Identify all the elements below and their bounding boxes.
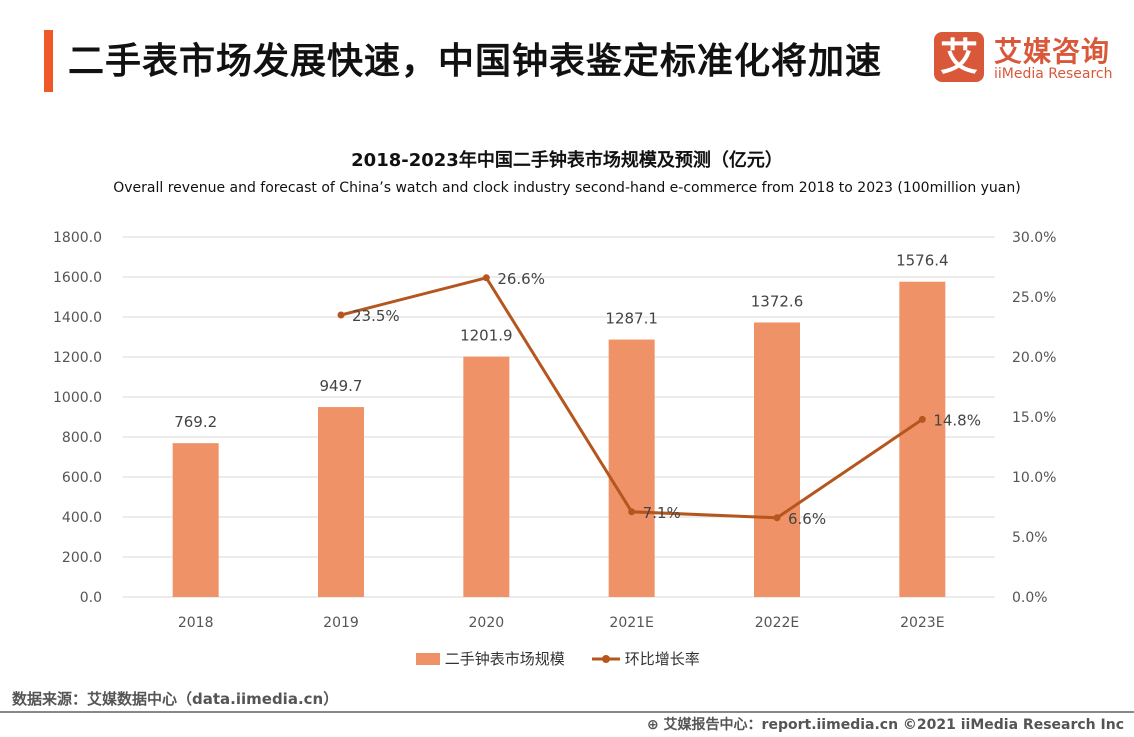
legend-line-swatch xyxy=(592,655,620,663)
x-tick: 2021E xyxy=(609,615,653,631)
line-point xyxy=(773,514,781,522)
y-left-tick: 600.0 xyxy=(62,470,102,486)
y-right-tick: 20.0% xyxy=(1012,350,1056,366)
legend-line-label: 环比增长率 xyxy=(624,650,700,668)
line-point xyxy=(482,274,490,282)
y-right-tick: 5.0% xyxy=(1012,530,1048,546)
y-left-tick: 800.0 xyxy=(62,430,102,446)
line-label: 14.8% xyxy=(933,411,981,429)
y-right-tick: 10.0% xyxy=(1012,470,1056,486)
bar-label: 1201.9 xyxy=(460,327,513,345)
line-point xyxy=(918,415,926,423)
bar-label: 949.7 xyxy=(320,377,363,395)
bar xyxy=(172,443,219,597)
y-left-tick: 1200.0 xyxy=(53,350,102,366)
y-right-tick: 0.0% xyxy=(1012,590,1048,606)
chart-subtitle: Overall revenue and forecast of China’s … xyxy=(113,180,1021,196)
x-tick: 2018 xyxy=(178,615,214,631)
y-left-tick: 1400.0 xyxy=(53,310,102,326)
line-point xyxy=(628,508,636,516)
y-left-tick: 1600.0 xyxy=(53,270,102,286)
chart-title: 2018-2023年中国二手钟表市场规模及预测（亿元） xyxy=(351,150,783,171)
y-right-tick: 25.0% xyxy=(1012,290,1056,306)
y-left-tick: 400.0 xyxy=(62,510,102,526)
line-point xyxy=(337,311,345,319)
y-right-tick: 15.0% xyxy=(1012,410,1056,426)
logo-text-cn: 艾媒咨询 xyxy=(994,35,1111,68)
data-source: 数据来源：艾媒数据中心（data.iimedia.cn） xyxy=(12,690,339,708)
x-tick: 2023E xyxy=(900,615,944,631)
x-tick: 2022E xyxy=(755,615,799,631)
legend-bar-swatch xyxy=(416,653,440,665)
page-title: 二手表市场发展快速，中国钟表鉴定标准化将加速 xyxy=(68,41,883,82)
bar-label: 769.2 xyxy=(174,413,217,431)
legend-bar-label: 二手钟表市场规模 xyxy=(444,650,565,668)
y-left-tick: 1000.0 xyxy=(53,390,102,406)
bar xyxy=(463,356,510,597)
legend-line: 环比增长率 xyxy=(592,648,700,669)
bar-label: 1372.6 xyxy=(751,292,804,310)
bar xyxy=(318,407,364,597)
line-label: 7.1% xyxy=(643,504,681,522)
bar xyxy=(608,339,655,597)
legend-bar: 二手钟表市场规模 xyxy=(416,648,565,669)
line-label: 6.6% xyxy=(788,510,826,528)
bar xyxy=(899,281,946,597)
y-left-tick: 0.0 xyxy=(80,590,102,606)
footer-credit: ⊕ 艾媒报告中心：report.iimedia.cn ©2021 iiMedia… xyxy=(646,717,1124,733)
x-tick: 2020 xyxy=(469,615,505,631)
line-label: 23.5% xyxy=(352,307,400,325)
chart: 0.0 200.0 400.0 600.0 800.0 1000.0 1200.0 1400.… xyxy=(53,230,1056,631)
logo-text-en: iiMedia Research xyxy=(994,66,1113,82)
bar xyxy=(754,322,800,597)
y-left-tick: 1800.0 xyxy=(53,230,102,246)
x-tick: 2019 xyxy=(323,615,359,631)
line-label: 26.6% xyxy=(497,270,545,288)
bar-label: 1287.1 xyxy=(605,310,658,328)
footer-divider xyxy=(0,711,1134,713)
bar-label: 1576.4 xyxy=(896,252,949,270)
title-accent-bar xyxy=(44,30,53,92)
y-left-tick: 200.0 xyxy=(62,550,102,566)
logo-icon: 艾 xyxy=(934,32,984,82)
y-right-tick: 30.0% xyxy=(1012,230,1056,246)
